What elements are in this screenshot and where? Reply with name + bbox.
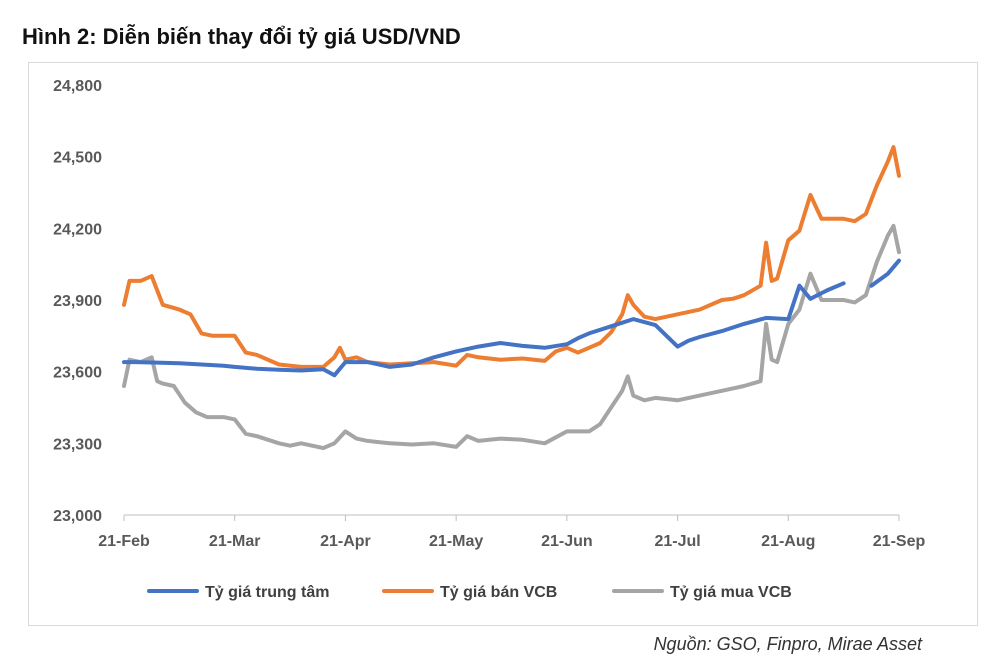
- legend-label: Tỷ giá bán VCB: [440, 584, 557, 601]
- legend: Tỷ giá trung tâm Tỷ giá bán VCB Tỷ giá mua…: [147, 584, 792, 601]
- x-tick-label: 21-Feb: [98, 533, 150, 550]
- x-tick-label: 21-Jul: [654, 533, 700, 550]
- chart-title: Hình 2: Diễn biến thay đổi tỷ giá USD/VN…: [22, 24, 461, 49]
- y-tick-label: 23,000: [53, 508, 102, 525]
- y-tick-label: 24,500: [53, 150, 102, 167]
- x-tick-label: 21-May: [429, 533, 483, 550]
- source-note: Nguồn: GSO, Finpro, Mirae Asset: [653, 634, 922, 654]
- axes: 23,000 23,300 23,600 23,900 24,200 24,500 24,8…: [53, 78, 925, 550]
- x-tick-label: 21-Apr: [320, 533, 371, 550]
- series-line-2: [122, 145, 901, 369]
- x-tick-label: 21-Sep: [873, 533, 926, 550]
- line-chart: 23,000 23,300 23,600 23,900 24,200 24,500 24,8…: [53, 78, 925, 601]
- x-tick-label: 21-Jun: [541, 533, 593, 550]
- y-tick-label: 23,300: [53, 436, 102, 453]
- y-tick-label: 23,900: [53, 293, 102, 310]
- x-tick-label: 21-Mar: [209, 533, 261, 550]
- chart-area: 23,000 23,300 23,600 23,900 24,200 24,500 24,8…: [28, 62, 978, 626]
- y-tick-label: 24,800: [53, 78, 102, 95]
- series-line-3: [122, 223, 901, 451]
- y-tick-label: 24,200: [53, 221, 102, 238]
- y-tick-label: 23,600: [53, 365, 102, 382]
- series-lines: [122, 145, 901, 451]
- x-tick-label: 21-Aug: [761, 533, 815, 550]
- legend-label: Tỷ giá mua VCB: [670, 584, 792, 601]
- legend-label: Tỷ giá trung tâm: [205, 584, 329, 601]
- series-line-1: [122, 258, 901, 378]
